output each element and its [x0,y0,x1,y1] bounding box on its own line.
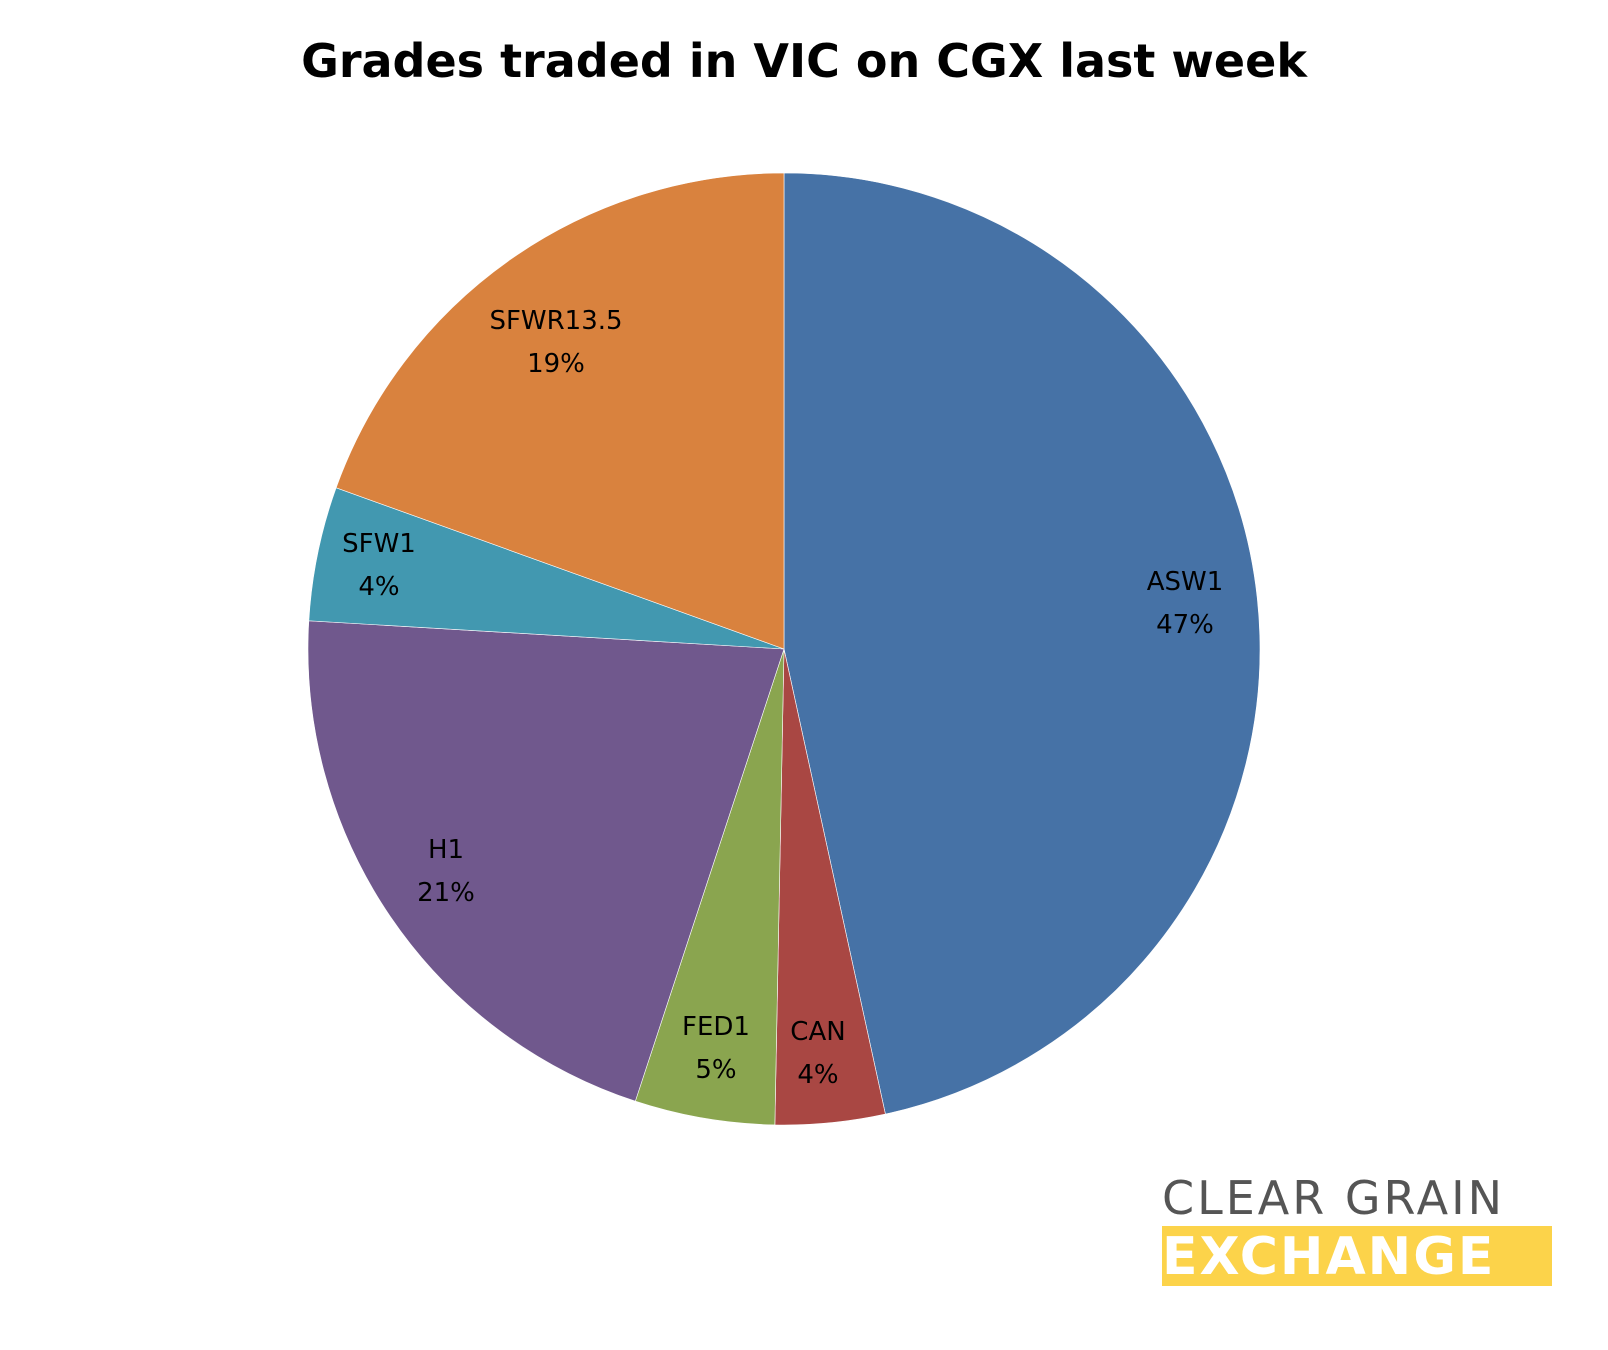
slice-percent-label: 4% [358,572,399,602]
pie-slice-sfwr13-5 [335,172,785,650]
slice-category-label: CAN [790,1017,845,1047]
slice-percent-label: 21% [417,878,475,908]
slice-category-label: SFWR13.5 [489,306,622,336]
slice-category-label: H1 [428,835,464,865]
slice-category-label: SFW1 [342,529,416,559]
slice-category-label: ASW1 [1147,567,1224,597]
slice-percent-label: 5% [695,1055,736,1085]
clear-grain-exchange-logo: CLEAR GRAIN EXCHANGE [1162,1172,1560,1286]
logo-line-2: EXCHANGE [1162,1226,1552,1286]
pie-labels: ASW1 47% CAN 4% FED1 5% H1 21% SFW1 4% SFWR13.5 19% [342,306,1223,1090]
chart-title: Grades traded in VIC on CGX last week [301,34,1307,88]
pie-slice-h1 [307,620,785,1102]
logo-line-1: CLEAR GRAIN [1162,1171,1506,1225]
pie-slice-asw1 [783,172,1261,1115]
slice-category-label: FED1 [682,1012,750,1042]
slice-percent-label: 4% [797,1060,838,1090]
slice-percent-label: 19% [527,349,585,379]
slice-percent-label: 47% [1156,610,1214,640]
pie-slices [307,172,1261,1126]
